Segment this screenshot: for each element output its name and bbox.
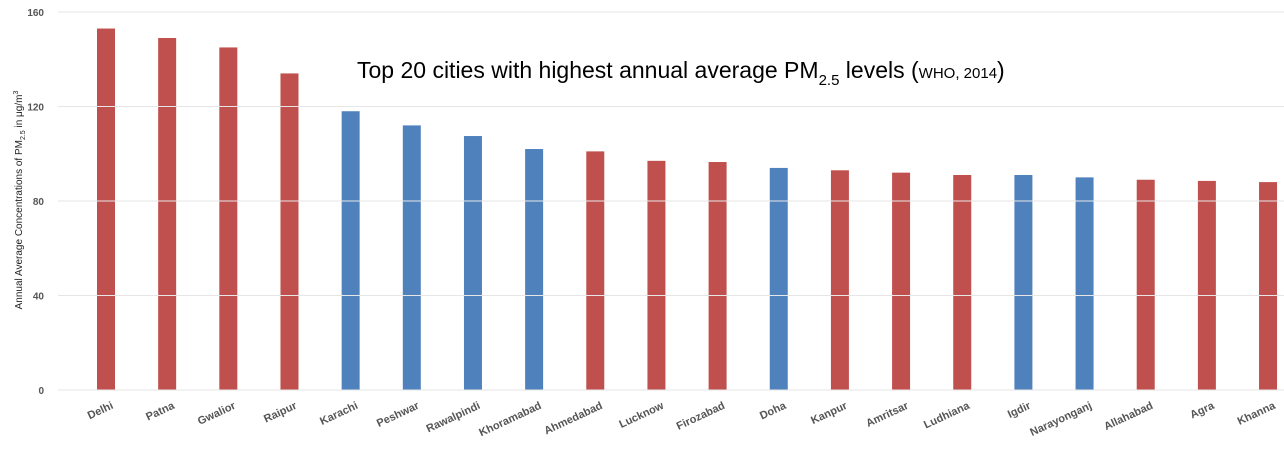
x-tick-label: Rawalpindi	[425, 400, 483, 435]
x-tick-label: Narayonganj	[1028, 400, 1093, 439]
bar	[341, 111, 360, 390]
y-label-subscript: 2.5	[20, 130, 27, 140]
x-tick-label: Peshwar	[375, 400, 422, 430]
y-axis-label: Annual Average Concentrations of PM2.5 i…	[13, 91, 27, 310]
y-label-text: Annual Average Concentrations of PM	[14, 140, 25, 309]
x-tick-label: Lucknow	[617, 400, 666, 431]
x-tick-label: Khoramabad	[477, 400, 543, 439]
title-text: levels (	[839, 57, 919, 83]
x-tick-label: Patna	[144, 399, 177, 423]
y-label-superscript: 3	[13, 91, 20, 95]
x-tick-label: Ludhiana	[922, 399, 972, 431]
y-label-text: in μg/m	[14, 95, 25, 131]
x-tick-label: Gwalior	[196, 400, 238, 428]
y-tick-label: 160	[27, 8, 44, 19]
bar	[1075, 177, 1094, 390]
title-source: WHO, 2014	[919, 65, 997, 82]
bar	[1259, 182, 1278, 390]
x-tick-label: Kanpur	[809, 400, 850, 427]
y-tick-label: 120	[27, 103, 44, 114]
x-tick-label: Igdir	[1006, 400, 1033, 421]
x-tick-label: Amritsar	[864, 400, 911, 430]
bar	[219, 47, 238, 390]
title-text: )	[997, 57, 1005, 83]
bar	[402, 125, 421, 391]
x-tick-label: Allahabad	[1102, 400, 1155, 433]
title-text: Top 20 cities with highest annual averag…	[357, 57, 819, 83]
y-tick-label: 40	[33, 292, 45, 303]
bar	[953, 175, 972, 390]
bar	[280, 73, 299, 391]
bar	[1136, 179, 1155, 390]
x-tick-label: Delhi	[86, 400, 115, 422]
bar	[892, 172, 911, 390]
x-tick-label: Agra	[1188, 399, 1217, 421]
x-tick-label: Ahmedabad	[542, 400, 604, 437]
bar	[1197, 180, 1216, 390]
bar	[97, 28, 115, 390]
x-tick-label: Khanna	[1236, 399, 1278, 427]
y-tick-label: 80	[33, 197, 45, 208]
y-tick-label: 0	[38, 386, 44, 397]
bar	[586, 151, 605, 390]
x-tick-label: Raipur	[262, 400, 299, 426]
x-tick-label: Doha	[758, 399, 789, 422]
bar	[647, 160, 666, 390]
x-tick-label: Firozabad	[675, 400, 727, 433]
bar	[525, 149, 544, 390]
bar	[708, 162, 727, 390]
bar	[158, 37, 177, 391]
bar	[463, 136, 482, 390]
x-tick-label: Karachi	[318, 400, 360, 428]
chart-title: Top 20 cities with highest annual averag…	[357, 57, 1005, 89]
title-subscript: 2.5	[819, 72, 840, 89]
bar	[1014, 175, 1033, 390]
bar	[830, 170, 849, 390]
bar	[769, 167, 788, 390]
